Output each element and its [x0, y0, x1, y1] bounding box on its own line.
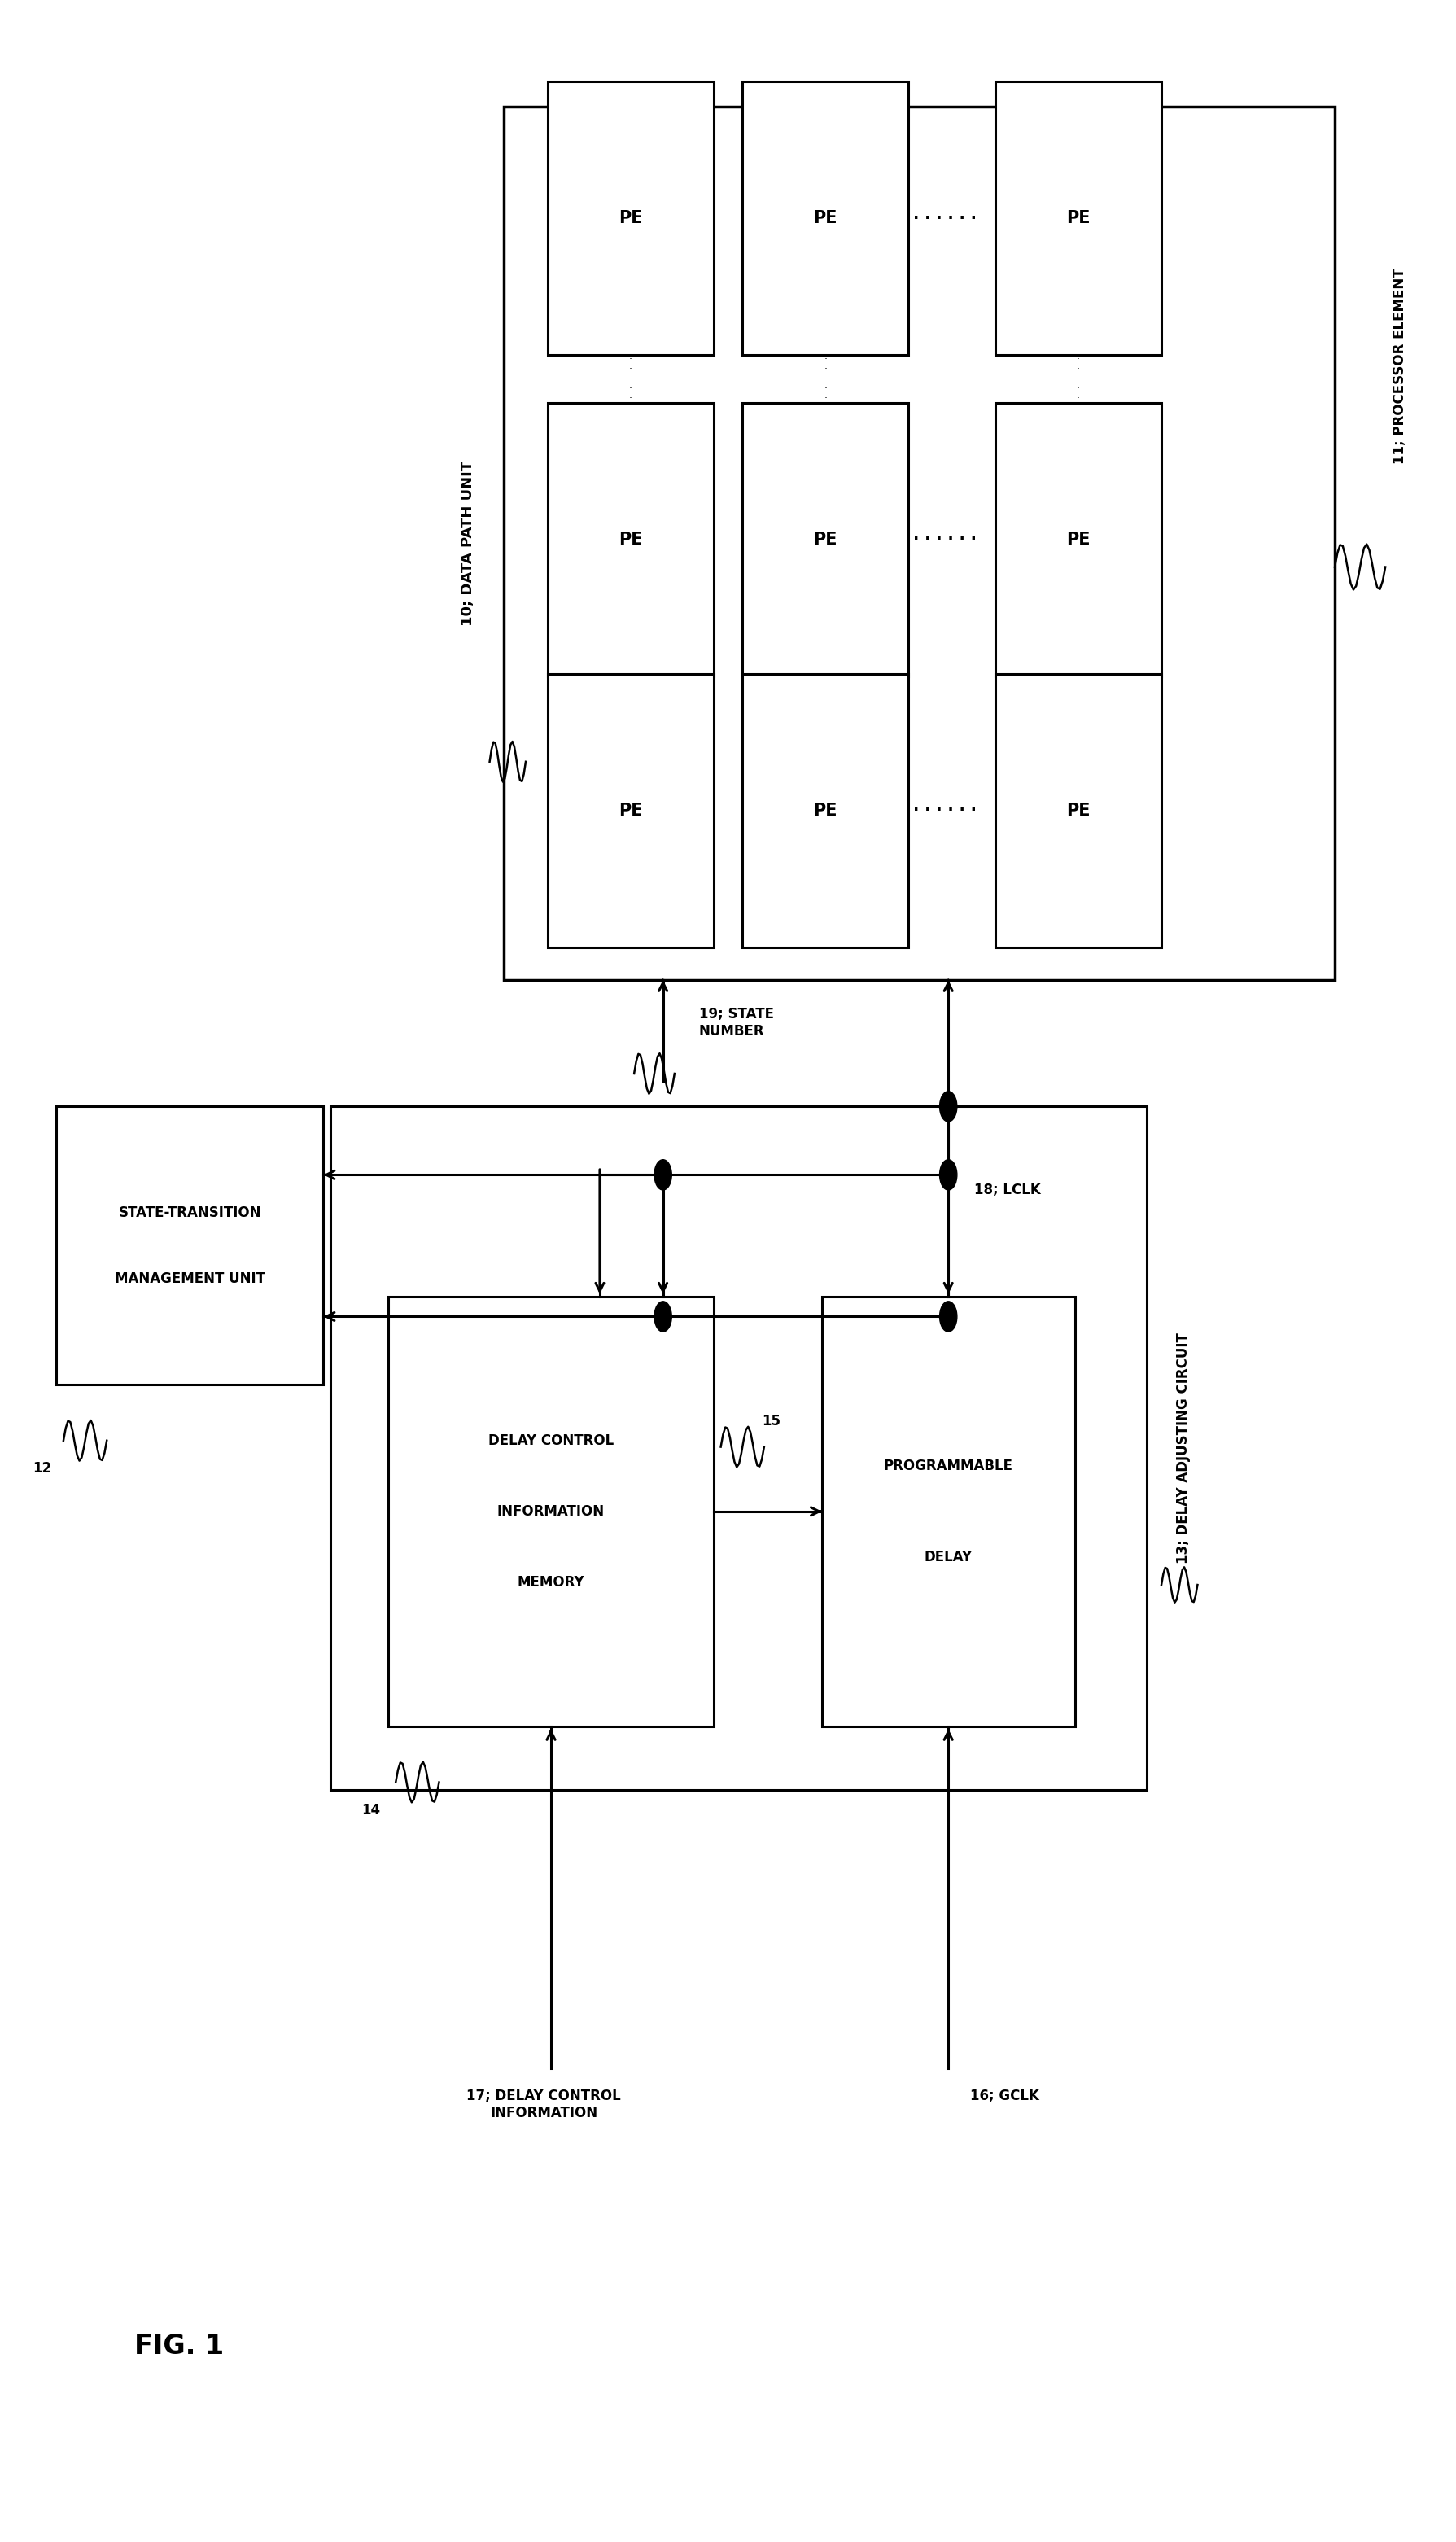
- Text: MANAGEMENT UNIT: MANAGEMENT UNIT: [115, 1271, 265, 1286]
- FancyBboxPatch shape: [331, 1106, 1147, 1790]
- FancyBboxPatch shape: [743, 81, 909, 356]
- Text: DELAY: DELAY: [925, 1551, 973, 1563]
- FancyBboxPatch shape: [743, 404, 909, 676]
- FancyBboxPatch shape: [743, 674, 909, 948]
- Text: PE: PE: [1066, 531, 1091, 547]
- FancyBboxPatch shape: [996, 81, 1162, 356]
- Text: · · · · · ·: · · · · · ·: [913, 211, 977, 226]
- Text: 16; GCLK: 16; GCLK: [970, 2090, 1040, 2102]
- Text: PE: PE: [619, 211, 642, 226]
- Text: ·
·
·
·
·: · · · · ·: [824, 353, 827, 404]
- Text: PE: PE: [619, 803, 642, 819]
- Text: PE: PE: [1066, 211, 1091, 226]
- Text: ·
·
·
·
·: · · · · ·: [629, 353, 632, 404]
- Circle shape: [654, 1302, 671, 1332]
- Text: DELAY CONTROL: DELAY CONTROL: [488, 1434, 614, 1449]
- Text: 17; DELAY CONTROL
INFORMATION: 17; DELAY CONTROL INFORMATION: [466, 2090, 622, 2120]
- FancyBboxPatch shape: [389, 1296, 713, 1726]
- Text: STATE-TRANSITION: STATE-TRANSITION: [118, 1205, 261, 1220]
- Text: PE: PE: [814, 531, 837, 547]
- Text: 12: 12: [32, 1462, 51, 1477]
- Text: PROGRAMMABLE: PROGRAMMABLE: [884, 1459, 1013, 1474]
- Text: FIG. 1: FIG. 1: [134, 2334, 224, 2359]
- Circle shape: [939, 1159, 957, 1190]
- Circle shape: [939, 1302, 957, 1332]
- Text: 18; LCLK: 18; LCLK: [974, 1182, 1041, 1197]
- Text: PE: PE: [814, 211, 837, 226]
- FancyBboxPatch shape: [504, 107, 1335, 981]
- Circle shape: [939, 1091, 957, 1121]
- Text: PE: PE: [619, 531, 642, 547]
- Text: 15: 15: [761, 1413, 780, 1429]
- FancyBboxPatch shape: [996, 404, 1162, 676]
- Text: · · · · · ·: · · · · · ·: [913, 803, 977, 819]
- Text: INFORMATION: INFORMATION: [498, 1505, 604, 1518]
- FancyBboxPatch shape: [996, 674, 1162, 948]
- FancyBboxPatch shape: [821, 1296, 1075, 1726]
- FancyBboxPatch shape: [57, 1106, 323, 1385]
- Text: ·
·
·
·
·: · · · · ·: [1076, 353, 1080, 404]
- Text: MEMORY: MEMORY: [517, 1576, 585, 1589]
- Circle shape: [654, 1159, 671, 1190]
- Text: 13; DELAY ADJUSTING CIRCUIT: 13; DELAY ADJUSTING CIRCUIT: [1176, 1332, 1191, 1563]
- Text: 11; PROCESSOR ELEMENT: 11; PROCESSOR ELEMENT: [1392, 267, 1406, 463]
- FancyBboxPatch shape: [547, 404, 713, 676]
- Text: 14: 14: [361, 1802, 380, 1818]
- Text: 19; STATE
NUMBER: 19; STATE NUMBER: [699, 1007, 775, 1040]
- Text: 10; DATA PATH UNIT: 10; DATA PATH UNIT: [460, 460, 475, 625]
- FancyBboxPatch shape: [547, 674, 713, 948]
- Text: PE: PE: [1066, 803, 1091, 819]
- FancyBboxPatch shape: [547, 81, 713, 356]
- Text: · · · · · ·: · · · · · ·: [913, 531, 977, 547]
- Text: PE: PE: [814, 803, 837, 819]
